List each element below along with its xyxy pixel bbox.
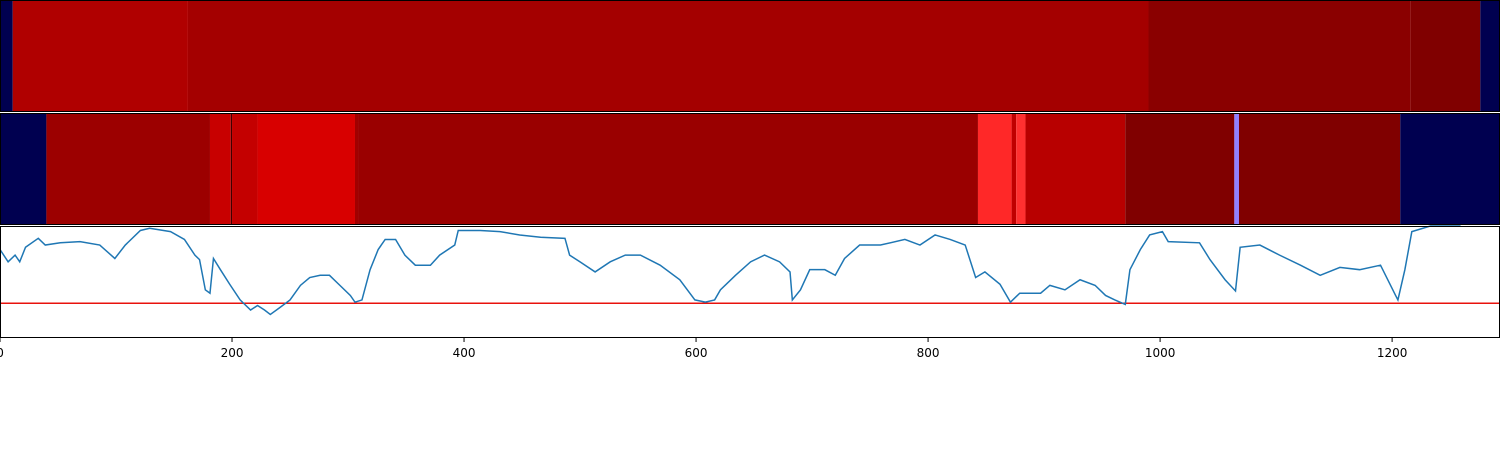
x-tick-label: 1200 — [1377, 346, 1408, 360]
heatmap-cell — [0, 0, 13, 112]
heatmap-cell — [1148, 0, 1411, 112]
heatmap-cell — [1480, 0, 1500, 112]
x-tick-label: 800 — [917, 346, 940, 360]
heatmap-cell — [354, 113, 359, 225]
heatmap-cell — [1400, 113, 1500, 225]
heatmap-cell — [977, 113, 1012, 225]
heatmap-cell — [12, 0, 188, 112]
heatmap-cell — [230, 113, 233, 225]
heatmap-cell — [1016, 113, 1026, 225]
x-tick-label: 200 — [221, 346, 244, 360]
heatmap-cell — [187, 0, 1149, 112]
x-tick-label: 600 — [685, 346, 708, 360]
heatmap-cell — [0, 113, 47, 225]
heatmap-cell — [358, 113, 978, 225]
heatmap-cell — [257, 113, 355, 225]
heatmap-cell — [1410, 0, 1481, 112]
x-tick-label: 0 — [0, 346, 4, 360]
heatmap-cell — [1125, 113, 1235, 225]
heatmap-cell — [1238, 113, 1401, 225]
heatmap-cell — [46, 113, 210, 225]
heatmap-cell — [1025, 113, 1126, 225]
panel-frame — [0, 226, 1500, 338]
heatmap-cell — [232, 113, 258, 225]
heatmap-cell — [1011, 113, 1017, 225]
heatmap-cell — [1234, 113, 1239, 225]
heatmap-cell — [209, 113, 231, 225]
x-tick-label: 1000 — [1145, 346, 1176, 360]
x-tick-label: 400 — [453, 346, 476, 360]
line-series — [0, 225, 1461, 316]
